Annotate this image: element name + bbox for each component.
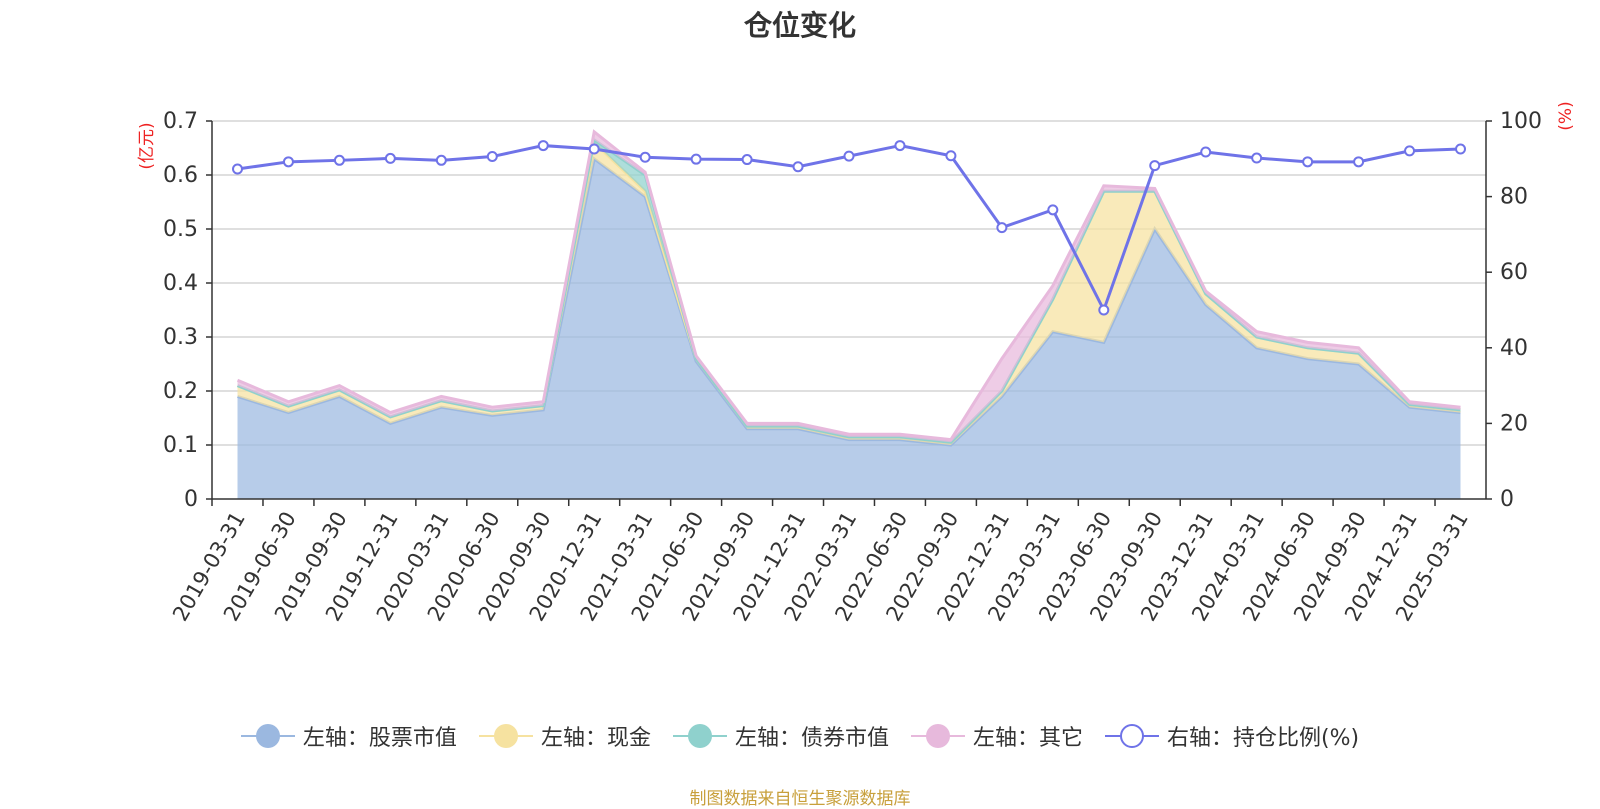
stacked-areas	[236, 129, 1461, 500]
ratio-point	[741, 154, 753, 166]
legend-label: 右轴：持仓比例(%)	[1166, 726, 1360, 751]
ratio-point	[792, 161, 804, 173]
right-tick-label: 0	[1500, 487, 1514, 512]
ratio-point	[843, 150, 855, 162]
ratio-point	[232, 163, 243, 175]
ratio-point	[1098, 304, 1110, 316]
source-note: 制图数据来自恒生聚源数据库	[689, 789, 911, 809]
right-tick-label: 60	[1500, 260, 1528, 285]
legend-item[interactable]: 左轴：其它	[910, 720, 1083, 752]
ratio-point	[996, 222, 1008, 234]
ratio-point	[333, 154, 345, 166]
chart-title: 仓位变化	[743, 9, 856, 42]
legend-swatch-marker	[687, 724, 712, 748]
legend-label: 左轴：其它	[972, 726, 1083, 751]
left-tick-label: 0.7	[163, 109, 198, 134]
legend-swatch	[672, 723, 727, 749]
ratio-point	[537, 140, 549, 152]
ratio-point	[282, 156, 294, 168]
legend-swatch	[240, 723, 295, 749]
ratio-point	[1302, 156, 1314, 168]
left-tick-label: 0.5	[163, 217, 198, 242]
area-左轴：现金	[237, 142, 1461, 445]
legend-swatch	[478, 723, 533, 749]
ratio-point	[486, 151, 498, 163]
right-tick-label: 40	[1500, 336, 1528, 361]
legend-swatch	[910, 723, 965, 749]
legend-swatch-marker	[925, 724, 950, 748]
left-tick-label: 0	[184, 487, 198, 512]
legend-swatch-marker	[493, 724, 518, 748]
legend-label: 左轴：股票市值	[302, 726, 457, 751]
area-左轴：股票市值	[237, 158, 1461, 500]
left-tick-label: 0.2	[163, 379, 198, 404]
ratio-point	[894, 140, 906, 152]
ratio-line-layer	[232, 140, 1466, 316]
ratio-point	[1404, 145, 1416, 157]
right-tick-label: 80	[1500, 185, 1528, 210]
ratio-point	[1455, 143, 1466, 155]
ratio-point	[588, 143, 600, 155]
legend-swatch-marker	[1119, 724, 1144, 748]
left-tick-label: 0.3	[163, 325, 198, 350]
ratio-point	[945, 150, 957, 162]
left-tick-label: 0.1	[163, 433, 198, 458]
ratio-point	[1047, 204, 1059, 216]
ratio-point	[384, 152, 396, 164]
ratio-point	[1251, 152, 1263, 164]
left-axis-unit: (亿元)	[137, 122, 157, 169]
legend-item[interactable]: 左轴：股票市值	[240, 720, 457, 752]
right-tick-label: 100	[1500, 109, 1542, 134]
legend-label: 左轴：债券市值	[734, 726, 889, 751]
legend-item[interactable]: 左轴：债券市值	[672, 720, 889, 752]
legend-item[interactable]: 左轴：现金	[478, 720, 651, 752]
right-tick-label: 20	[1500, 411, 1528, 436]
left-tick-label: 0.4	[163, 271, 198, 296]
left-tick-label: 0.6	[163, 163, 198, 188]
legend: 左轴：股票市值 左轴：现金 左轴：债券市值 左轴：其它 右轴：持仓比例(%)	[0, 720, 1600, 752]
area-edge-左轴：其它	[236, 129, 1461, 442]
legend-swatch-marker	[255, 724, 280, 748]
ratio-point	[1353, 156, 1365, 168]
ratio-point	[1149, 160, 1161, 172]
ratio-point	[1200, 146, 1212, 158]
right-axis-unit: (%)	[1556, 101, 1576, 130]
ratio-point	[435, 154, 447, 166]
legend-label: 左轴：现金	[540, 726, 651, 751]
ratio-line	[237, 144, 1461, 314]
ratio-point	[690, 153, 702, 165]
legend-swatch	[1104, 723, 1159, 749]
chart-svg: 00.10.20.30.40.50.60.70204060801002019-0…	[137, 101, 1576, 625]
legend-item[interactable]: 右轴：持仓比例(%)	[1104, 720, 1360, 752]
ratio-point	[639, 151, 651, 163]
